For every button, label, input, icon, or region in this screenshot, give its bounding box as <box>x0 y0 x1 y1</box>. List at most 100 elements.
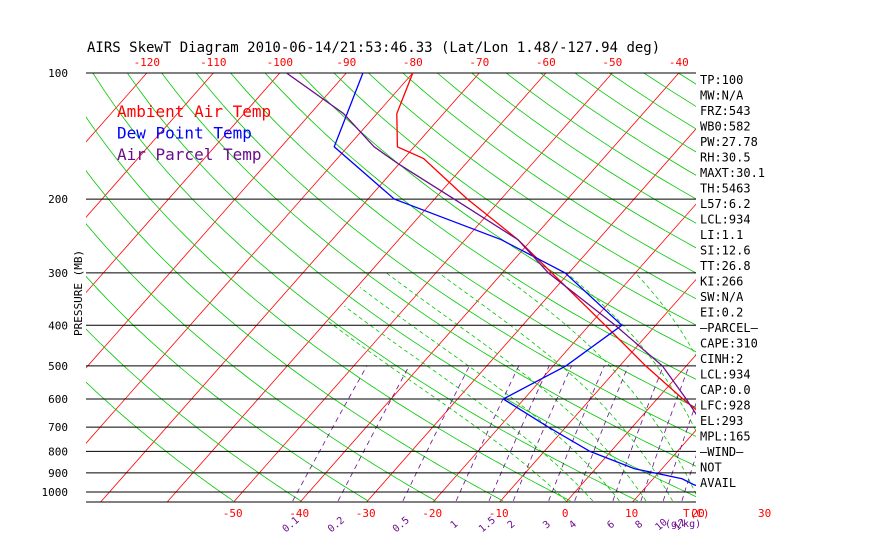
dry-adiabat-line <box>816 73 870 501</box>
pressure-tick-label: 900 <box>48 467 68 480</box>
dry-adiabat-line <box>195 73 696 437</box>
bottom-temp-tick-label: 20 <box>692 507 705 520</box>
dry-adiabat-line <box>782 73 870 501</box>
index-item: CAP:0.0 <box>700 383 751 397</box>
dry-adiabat-line <box>264 73 696 380</box>
bottom-temp-tick-label: 10 <box>625 507 638 520</box>
pressure-tick-label: 1000 <box>42 486 69 499</box>
index-item: EI:0.2 <box>700 306 743 320</box>
index-item: L57:6.2 <box>700 197 751 211</box>
pressure-tick-label: 400 <box>48 319 68 332</box>
isotherm-line <box>86 73 414 444</box>
mixing-ratio-line <box>640 365 690 502</box>
moist-adiabat-line <box>438 272 673 502</box>
index-item: LCL:934 <box>700 368 751 382</box>
isotherm-line <box>366 128 696 502</box>
top-temp-tick-label: -50 <box>602 56 622 69</box>
index-item: MPL:165 <box>700 430 751 444</box>
moist-adiabat-line <box>327 320 567 502</box>
isotherm-line <box>0 73 14 502</box>
bottom-temp-tick-label: 30 <box>758 507 771 520</box>
mixing-ratio-tick-label: 6 <box>605 519 617 531</box>
bottom-temp-tick-label: 0 <box>562 507 569 520</box>
index-item: SI:12.6 <box>700 244 751 258</box>
isotherm-line <box>832 73 870 502</box>
index-item: NOT <box>700 461 722 475</box>
moist-adiabat-line <box>344 305 594 502</box>
index-item: TP:100 <box>700 73 743 87</box>
top-temp-tick-label: -90 <box>336 56 356 69</box>
moist-adiabat-line <box>359 287 620 502</box>
bottom-temp-tick-label: -50 <box>223 507 243 520</box>
mixing-ratio-line <box>512 365 572 502</box>
pressure-tick-label: 800 <box>48 445 68 458</box>
dry-adiabat-line <box>333 73 696 326</box>
moist-adiabat-line <box>635 272 696 357</box>
isotherm-line <box>86 73 281 294</box>
mixing-ratio-tick-label: 4 <box>567 519 579 531</box>
pressure-tick-label: 700 <box>48 421 68 434</box>
index-item: EL:293 <box>700 414 743 428</box>
mixing-ratio-tick-label: 0.5 <box>391 515 412 535</box>
mixing-ratio-line <box>292 365 368 502</box>
series-line-dew-point-temp <box>333 73 696 487</box>
index-item: LCL:934 <box>700 213 751 227</box>
index-item: CINH:2 <box>700 352 743 366</box>
isotherm-line <box>100 73 480 502</box>
isotherm-line <box>233 73 613 502</box>
dry-adiabat-line <box>86 170 504 502</box>
mixing-ratio-unit-label: (g/kg) <box>665 519 701 530</box>
mixing-ratio-line <box>402 365 470 502</box>
mixing-ratio-line <box>662 402 696 502</box>
isotherm-line <box>766 73 870 502</box>
mixing-ratio-line <box>488 365 550 502</box>
moist-adiabat-line <box>566 272 696 432</box>
chart-title: AIRS SkewT Diagram 2010-06-14/21:53:46.3… <box>87 40 660 56</box>
top-temp-tick-label: -70 <box>469 56 489 69</box>
pressure-tick-label: 100 <box>48 67 68 80</box>
index-item: KI:266 <box>700 275 743 289</box>
index-item: SW:N/A <box>700 290 744 304</box>
mixing-ratio-tick-label: 2 <box>506 519 518 531</box>
dry-adiabat-line <box>86 116 571 502</box>
top-temp-tick-label: -120 <box>134 56 161 69</box>
mixing-ratio-line <box>813 366 846 501</box>
index-item: MW:N/A <box>700 89 744 103</box>
mixing-ratio-line <box>781 366 817 501</box>
bottom-temp-tick-label: -20 <box>422 507 442 520</box>
mixing-ratio-tick-label: 8 <box>633 519 645 531</box>
pressure-tick-label: 500 <box>48 360 68 373</box>
dry-adiabat-line <box>86 328 301 502</box>
mixing-ratio-tick-label: 1 <box>449 519 461 531</box>
index-item: LFC:928 <box>700 399 751 413</box>
dry-adiabat-line <box>471 73 696 224</box>
top-temp-tick-label: -100 <box>267 56 294 69</box>
isotherm-line <box>166 73 547 502</box>
pressure-tick-label: 300 <box>48 267 68 280</box>
top-temp-tick-label: -110 <box>200 56 227 69</box>
legend-entry: Dew Point Temp <box>117 124 252 143</box>
series-line-ambient-air-temp <box>396 73 696 411</box>
legend-entry: Air Parcel Temp <box>117 145 262 164</box>
dry-adiabat-line <box>86 275 369 502</box>
dry-adiabat-line <box>86 223 436 502</box>
bottom-temp-tick-label: -10 <box>489 507 509 520</box>
dry-adiabat-line <box>299 73 696 353</box>
dry-adiabat-line <box>126 73 696 498</box>
index-item: PW:27.78 <box>700 135 758 149</box>
mixing-ratio-line <box>612 365 664 502</box>
dry-adiabat-line <box>86 381 234 502</box>
isotherm-line <box>632 429 696 502</box>
index-item: MAXT:30.1 <box>700 166 765 180</box>
index-item: WB0:582 <box>700 120 751 134</box>
bottom-temp-tick-label: -30 <box>356 507 376 520</box>
dry-adiabat-line <box>161 73 696 467</box>
pressure-tick-label: 600 <box>48 393 68 406</box>
pressure-tick-label: 200 <box>48 193 68 206</box>
isotherm-line <box>299 73 680 502</box>
bottom-temp-tick-label: -40 <box>289 507 309 520</box>
index-item: TH:5463 <box>700 182 751 196</box>
dry-adiabat-line <box>368 73 696 300</box>
mixing-ratio-line <box>760 366 798 501</box>
mixing-ratio-line <box>337 365 410 502</box>
